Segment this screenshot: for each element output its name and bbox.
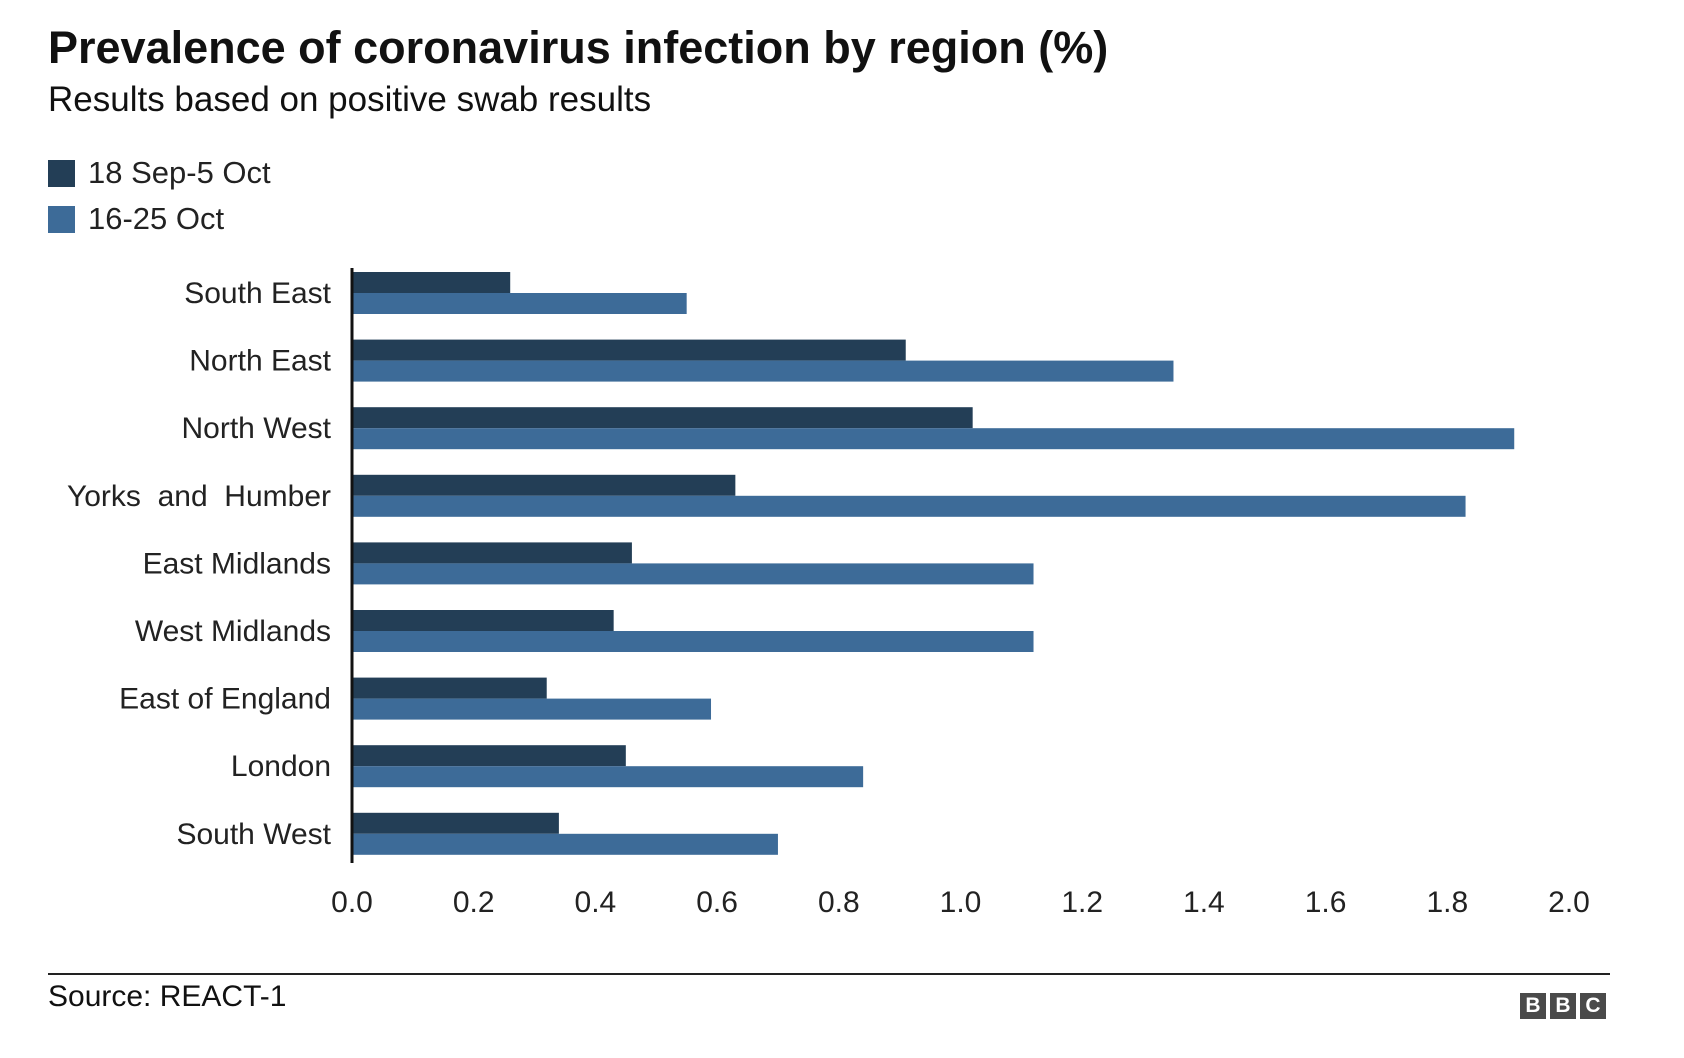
category-label-9: South West: [176, 818, 331, 851]
chart-subtitle: Results based on positive swab results: [48, 80, 652, 119]
x-tick-label-9: 1.6: [1305, 886, 1347, 919]
bar-2-1: [352, 293, 687, 314]
category-label-2: North East: [189, 345, 331, 378]
bar-1-6: [352, 610, 614, 631]
category-label-6: West Midlands: [135, 615, 331, 648]
bar-2-8: [352, 766, 864, 788]
bar-1-2: [352, 339, 906, 361]
category-label-5: East Midlands: [143, 547, 331, 580]
bar-1-1: [352, 272, 511, 293]
x-tick-label-8: 1.4: [1183, 886, 1225, 919]
x-tick-label-6: 1.0: [940, 886, 982, 919]
bar-chart: South East North East North West Yorks and …: [67, 268, 1590, 919]
category-label-4: Yorks and Humber: [67, 480, 331, 513]
legend-item-series-1: 18 Sep-5 Oct: [48, 150, 271, 196]
category-label-8: London: [231, 750, 331, 783]
bar-1-7: [352, 677, 547, 699]
legend-swatch-series-1: [48, 159, 75, 187]
bar-1-8: [352, 745, 626, 767]
category-label-7: East of England: [119, 683, 331, 716]
bar-2-9: [352, 833, 778, 855]
legend-label-series-1: 18 Sep-5 Oct: [88, 155, 271, 190]
bar-2-7: [352, 698, 712, 720]
bbc-logo: B B C: [1520, 993, 1606, 1019]
bar-2-2: [352, 360, 1174, 382]
source-note: Source: REACT-1: [48, 980, 287, 1013]
bar-1-5: [352, 542, 632, 564]
legend: 18 Sep-5 Oct 16-25 Oct: [48, 150, 271, 242]
x-tick-label-10: 1.8: [1426, 886, 1468, 919]
x-tick-label-11: 2.0: [1548, 886, 1590, 919]
x-tick-label-2: 0.2: [453, 886, 495, 919]
legend-label-series-2: 16-25 Oct: [88, 201, 225, 236]
category-label-3: North West: [182, 412, 332, 445]
bar-1-4: [352, 474, 736, 496]
bar-1-3: [352, 407, 973, 429]
x-tick-label-3: 0.4: [575, 886, 617, 919]
bar-2-4: [352, 495, 1466, 517]
source-divider: [48, 973, 1610, 975]
bar-1-9: [352, 812, 559, 834]
x-tick-label-4: 0.6: [696, 886, 738, 919]
bar-2-3: [352, 428, 1515, 450]
bbc-logo-letter-1: B: [1520, 993, 1546, 1019]
legend-swatch-series-2: [48, 205, 75, 233]
legend-item-series-2: 16-25 Oct: [48, 196, 271, 242]
x-tick-label-5: 0.8: [818, 886, 860, 919]
bbc-logo-letter-3: C: [1580, 993, 1606, 1019]
x-tick-label-1: 0.0: [331, 886, 373, 919]
bbc-logo-letter-2: B: [1550, 993, 1576, 1019]
category-label-1: South East: [184, 277, 331, 310]
chart-title: Prevalence of coronavirus infection by r…: [48, 22, 1109, 73]
bar-2-5: [352, 563, 1034, 585]
x-tick-label-7: 1.2: [1061, 886, 1103, 919]
bar-2-6: [352, 631, 1034, 652]
